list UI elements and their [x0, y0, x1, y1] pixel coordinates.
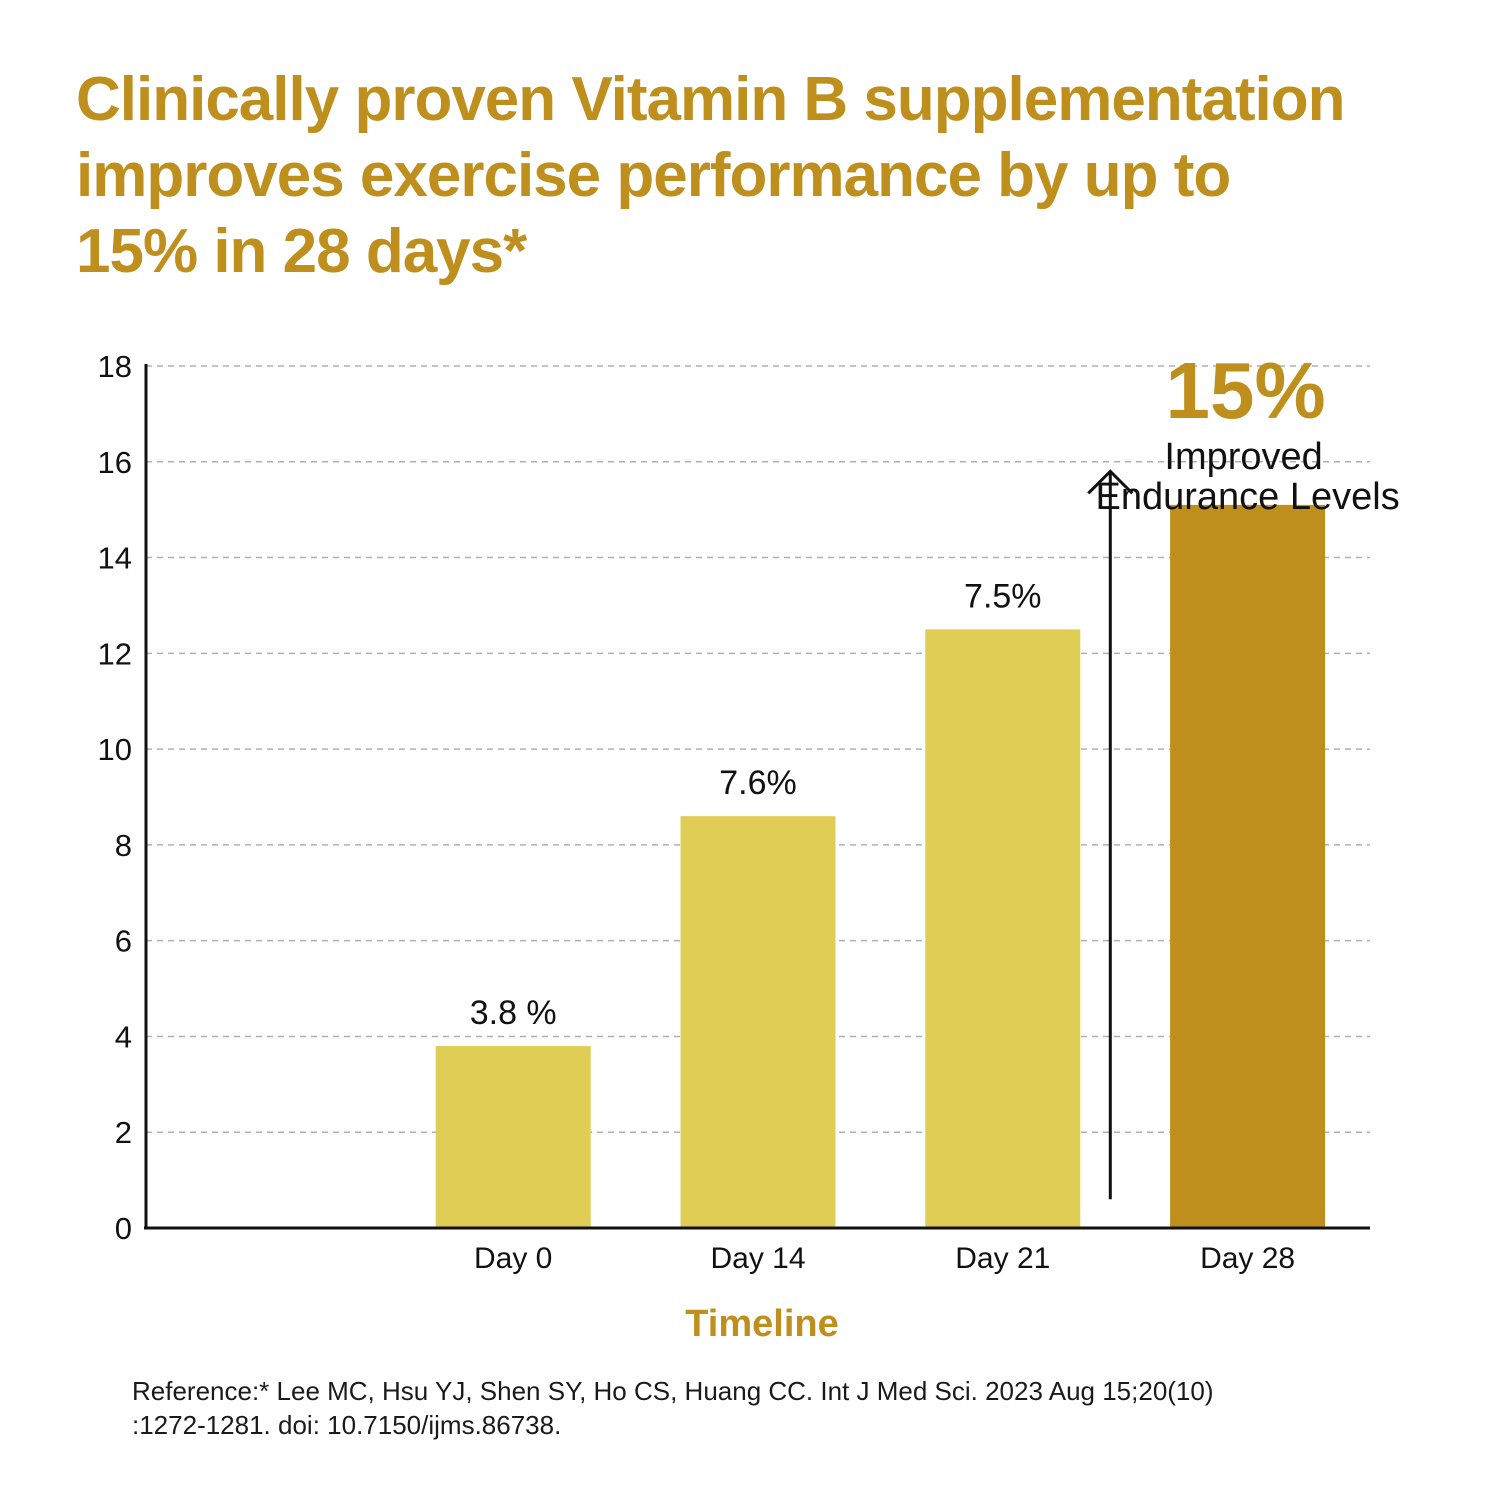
- y-tick-label-14: 14: [98, 541, 132, 576]
- title-line-1: Clinically proven Vitamin B supplementat…: [76, 65, 1345, 134]
- data-label-day-14: 7.6%: [719, 764, 797, 802]
- y-tick-label-18: 18: [98, 349, 132, 384]
- reference-note: Reference:* Lee MC, Hsu YJ, Shen SY, Ho …: [132, 1374, 1392, 1442]
- y-tick-label-2: 2: [115, 1115, 132, 1150]
- chart-title: Clinically proven Vitamin B supplementat…: [76, 62, 1476, 290]
- title-line-2: improves exercise performance by up to: [76, 141, 1231, 210]
- y-tick-label-8: 8: [115, 828, 132, 863]
- highlight-label-line-1: Improved: [1164, 436, 1322, 478]
- y-tick-label-16: 16: [98, 445, 132, 480]
- y-tick-label-12: 12: [98, 636, 132, 671]
- reference-line-2: :1272-1281. doi: 10.7150/ijms.86738.: [132, 1410, 562, 1440]
- bar-day-21: [925, 629, 1081, 1228]
- title-line-3: 15% in 28 days*: [76, 217, 527, 286]
- bar-day-28: [1170, 504, 1326, 1228]
- growth-arrow-head: [1087, 469, 1134, 495]
- x-tick-label-day-21: Day 21: [955, 1242, 1050, 1275]
- y-tick-label-0: 0: [115, 1211, 132, 1246]
- data-label-day-0: 3.8 %: [470, 994, 557, 1032]
- y-tick-label-10: 10: [98, 732, 132, 767]
- x-tick-label-day-0: Day 0: [474, 1242, 552, 1275]
- reference-line-1: Reference:* Lee MC, Hsu YJ, Shen SY, Ho …: [132, 1376, 1214, 1406]
- x-axis-title: Timeline: [685, 1303, 838, 1345]
- y-tick-label-6: 6: [115, 924, 132, 959]
- highlight-value: 15%: [1166, 346, 1326, 435]
- highlight-label-line-2: Endurance Levels: [1095, 476, 1399, 518]
- data-label-day-21: 7.5%: [964, 577, 1042, 615]
- y-tick-label-4: 4: [115, 1019, 132, 1054]
- bar-day-0: [435, 1046, 591, 1228]
- bar-day-14: [680, 816, 836, 1228]
- x-tick-label-day-14: Day 14: [710, 1242, 805, 1275]
- x-tick-label-day-28: Day 28: [1200, 1242, 1295, 1275]
